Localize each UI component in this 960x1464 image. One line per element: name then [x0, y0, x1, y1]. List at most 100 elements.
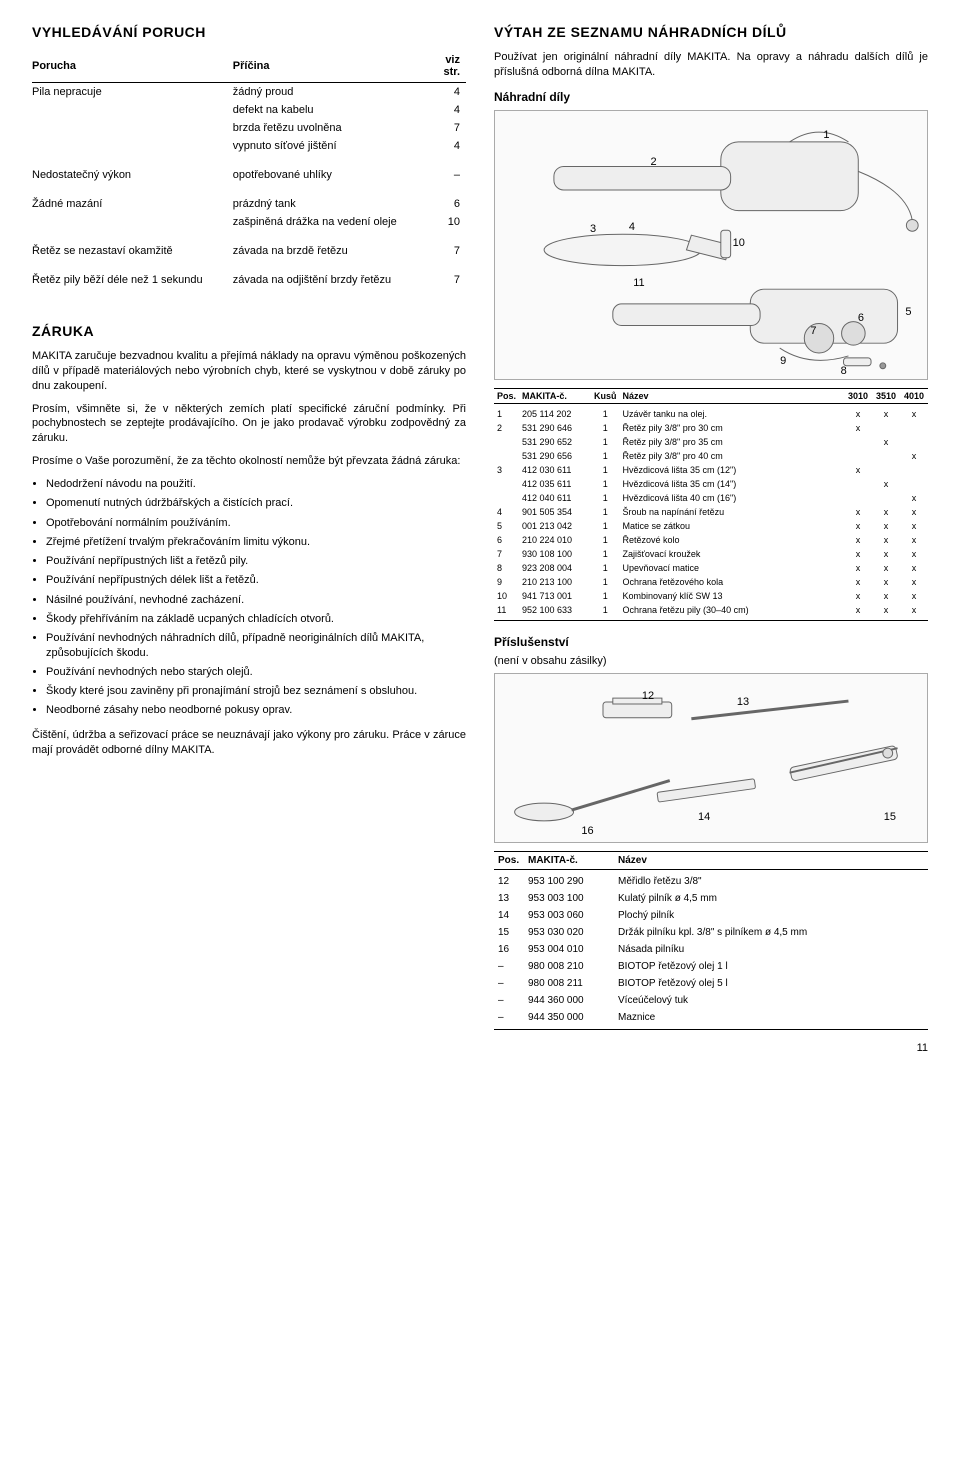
acc-pos: 15	[494, 924, 524, 941]
parts-pos: 9	[494, 575, 519, 589]
acc-name: BIOTOP řetězový olej 5 l	[614, 975, 928, 992]
right-column: VÝTAH ZE SEZNAMU NÁHRADNÍCH DÍLŮ Používa…	[494, 24, 928, 1030]
parts-partno: 412 030 611	[519, 463, 591, 477]
acc-pos: 16	[494, 941, 524, 958]
parts-c2: x	[872, 589, 900, 603]
parts-name: Ochrana řetězu pily (30–40 cm)	[620, 603, 844, 621]
diagram-callout: 2	[651, 156, 657, 168]
ph-partno: MAKITA-č.	[519, 388, 591, 403]
parts-qty: 1	[591, 505, 620, 519]
parts-pos: 3	[494, 463, 519, 477]
parts-pos: 11	[494, 603, 519, 621]
parts-name: Kombinovaný klíč SW 13	[620, 589, 844, 603]
parts-c1	[844, 449, 872, 463]
diagram-callout: 7	[810, 325, 816, 337]
parts-name: Upevňovací matice	[620, 561, 844, 575]
parts-c1: x	[844, 561, 872, 575]
warranty-item: Používání nevhodných náhradních dílů, př…	[46, 631, 466, 660]
spares-sub: Náhradní díly	[494, 90, 928, 104]
cause-cell: závada na odjištění brzdy řetězu	[233, 260, 426, 289]
parts-c3	[900, 421, 928, 435]
acc-diagram: 1213141516	[494, 673, 928, 843]
cause-cell: žádný proud	[233, 83, 426, 102]
parts-c1: x	[844, 533, 872, 547]
parts-c1: x	[844, 603, 872, 621]
parts-c2: x	[872, 561, 900, 575]
parts-c2	[872, 491, 900, 505]
warranty-list: Nedodržení návodu na použití.Opomenutí n…	[32, 477, 466, 718]
acc-note: (není v obsahu zásilky)	[494, 655, 928, 667]
page-cell: 4	[426, 101, 466, 119]
parts-c2: x	[872, 519, 900, 533]
parts-c2: x	[872, 533, 900, 547]
parts-qty: 1	[591, 403, 620, 421]
parts-partno: 531 290 656	[519, 449, 591, 463]
acc-pos: –	[494, 958, 524, 975]
acc-callout: 14	[698, 811, 710, 823]
ah-partno: MAKITA-č.	[524, 851, 614, 869]
fault-cell	[32, 101, 233, 119]
ph-pos: Pos.	[494, 388, 519, 403]
parts-partno: 210 213 100	[519, 575, 591, 589]
parts-c2: x	[872, 603, 900, 621]
ph-c3: 4010	[900, 388, 928, 403]
diagram-callout: 6	[858, 312, 864, 324]
parts-name: Ochrana řetězového kola	[620, 575, 844, 589]
warranty-item: Škody přehříváním na základě ucpaných ch…	[46, 612, 466, 626]
parts-partno: 923 208 004	[519, 561, 591, 575]
th-page: viz str.	[426, 50, 466, 83]
acc-pos: 13	[494, 890, 524, 907]
parts-c3: x	[900, 575, 928, 589]
warranty-p2: Prosím, všimněte si, že v některých zemí…	[32, 402, 466, 447]
cause-cell: vypnuto síťové jištění	[233, 137, 426, 155]
parts-pos: 6	[494, 533, 519, 547]
parts-qty: 1	[591, 533, 620, 547]
parts-pos	[494, 477, 519, 491]
acc-name: Držák pilníku kpl. 3/8" s pilníkem ø 4,5…	[614, 924, 928, 941]
fault-cell: Žádné mazání	[32, 184, 233, 213]
acc-name: Násada pilníku	[614, 941, 928, 958]
parts-c2	[872, 463, 900, 477]
parts-partno: 930 108 100	[519, 547, 591, 561]
acc-callout: 15	[884, 811, 896, 823]
parts-partno: 001 213 042	[519, 519, 591, 533]
warranty-item: Nedodržení návodu na použití.	[46, 477, 466, 491]
parts-qty: 1	[591, 449, 620, 463]
ph-name: Název	[620, 388, 844, 403]
troubleshooting-title: VYHLEDÁVÁNÍ PORUCH	[32, 24, 466, 40]
fault-cell: Řetěz pily běží déle než 1 sekundu	[32, 260, 233, 289]
parts-qty: 1	[591, 519, 620, 533]
parts-c1: x	[844, 403, 872, 421]
parts-c1	[844, 477, 872, 491]
parts-c3	[900, 477, 928, 491]
warranty-title: ZÁRUKA	[32, 323, 466, 339]
ah-name: Název	[614, 851, 928, 869]
warranty-item: Používání nepřípustných lišt a řetězů pi…	[46, 554, 466, 568]
acc-table: Pos. MAKITA-č. Název 12953 100 290Měřidl…	[494, 851, 928, 1030]
acc-partno: 980 008 211	[524, 975, 614, 992]
acc-pos: 12	[494, 869, 524, 890]
parts-c1	[844, 491, 872, 505]
parts-qty: 1	[591, 421, 620, 435]
parts-pos: 4	[494, 505, 519, 519]
acc-pos: –	[494, 1009, 524, 1030]
parts-partno: 205 114 202	[519, 403, 591, 421]
acc-pos: –	[494, 992, 524, 1009]
diagram-callout: 4	[629, 221, 635, 233]
parts-name: Řetěz pily 3/8" pro 30 cm	[620, 421, 844, 435]
left-column: VYHLEDÁVÁNÍ PORUCH Porucha Příčina viz s…	[32, 24, 466, 1030]
troubleshoot-table: Porucha Příčina viz str. Pila nepracujež…	[32, 50, 466, 289]
warranty-p1: MAKITA zaručuje bezvadnou kvalitu a přej…	[32, 349, 466, 394]
diagram-callout: 1	[823, 129, 829, 141]
parts-qty: 1	[591, 547, 620, 561]
parts-pos: 10	[494, 589, 519, 603]
parts-qty: 1	[591, 603, 620, 621]
page-number: 11	[32, 1042, 928, 1054]
parts-name: Řetěz pily 3/8" pro 35 cm	[620, 435, 844, 449]
parts-c1	[844, 435, 872, 449]
parts-c3: x	[900, 403, 928, 421]
parts-name: Řetěz pily 3/8" pro 40 cm	[620, 449, 844, 463]
page-cell: 7	[426, 231, 466, 260]
parts-c2	[872, 421, 900, 435]
parts-name: Šroub na napínání řetězu	[620, 505, 844, 519]
